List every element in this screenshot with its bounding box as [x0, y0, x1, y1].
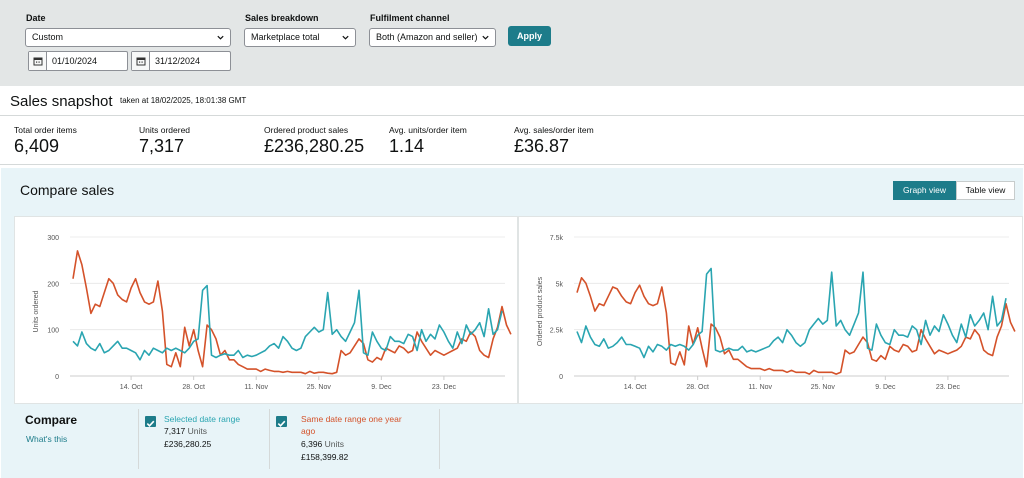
- x-tick-label: 28. Oct: [686, 384, 709, 391]
- y-tick-label: 0: [55, 374, 59, 381]
- fulfilment-channel-select[interactable]: Both (Amazon and seller): [369, 28, 496, 47]
- metric-value: 6,409: [14, 136, 60, 156]
- snapshot-header: [0, 86, 1024, 116]
- x-tick-label: 9. Dec: [875, 384, 896, 391]
- fulfilment-channel-value: Both (Amazon and seller): [376, 32, 478, 42]
- graph-view-button[interactable]: Graph view: [893, 181, 956, 200]
- fulfilment-channel-label: Fulfilment channel: [370, 13, 450, 23]
- previous-range-checkbox[interactable]: [276, 416, 287, 427]
- sales-breakdown-label: Sales breakdown: [245, 13, 319, 23]
- divider: [138, 409, 139, 469]
- filter-bar: Date Custom 01/10/2024 31/12/2024 Sales …: [0, 0, 1024, 86]
- table-view-button[interactable]: Table view: [956, 181, 1015, 200]
- x-tick-label: 23. Dec: [432, 384, 457, 391]
- y-tick-label: 7.5k: [550, 235, 564, 242]
- selected-range-units: 7,317 Units: [164, 426, 207, 436]
- selected-units-value: 7,317: [164, 426, 186, 436]
- end-date-value: 31/12/2024: [155, 56, 201, 66]
- metric-value: 7,317: [139, 136, 185, 156]
- metric-label: Avg. sales/order item: [514, 125, 594, 135]
- y-tick-label: 2.5k: [550, 328, 564, 335]
- x-tick-label: 11. Nov: [244, 384, 268, 391]
- metric-value: £236,280.25: [264, 136, 365, 156]
- x-tick-label: 9. Dec: [371, 384, 392, 391]
- compare-legend-title: Compare: [25, 413, 78, 427]
- chevron-down-icon: [342, 35, 349, 40]
- snapshot-title: Sales snapshot: [10, 93, 113, 110]
- y-tick-label: 0: [559, 374, 563, 381]
- selected-range-series-line: [576, 267, 1007, 359]
- selected-range-series-line: [72, 284, 503, 361]
- previous-units-value: 6,396: [301, 439, 323, 449]
- divider: [0, 164, 1024, 168]
- x-tick-label: 28. Oct: [182, 384, 205, 391]
- x-tick-label: 25. Nov: [811, 384, 836, 391]
- selected-range-label: Selected date range: [164, 414, 241, 424]
- date-select[interactable]: Custom: [25, 28, 231, 47]
- date-label: Date: [26, 13, 46, 23]
- x-tick-label: 11. Nov: [748, 384, 772, 391]
- whats-this-link[interactable]: What's this: [26, 434, 68, 444]
- previous-year-series-line: [576, 276, 1016, 375]
- selected-range-sales: £236,280.25: [164, 439, 212, 449]
- previous-units-label: Units: [324, 439, 345, 449]
- x-tick-label: 14. Oct: [624, 384, 647, 391]
- chevron-down-icon: [482, 35, 489, 40]
- y-tick-label: 300: [47, 235, 59, 242]
- y-tick-label: 200: [47, 281, 59, 288]
- selected-units-label: Units: [187, 426, 208, 436]
- calendar-icon[interactable]: [132, 52, 150, 70]
- checkmark-icon: [277, 420, 286, 427]
- metric-value: 1.14: [389, 136, 425, 156]
- calendar-icon[interactable]: [29, 52, 47, 70]
- start-date-field[interactable]: 01/10/2024: [28, 51, 128, 71]
- end-date-field[interactable]: 31/12/2024: [131, 51, 231, 71]
- previous-range-label-cont: ago: [301, 426, 316, 436]
- snapshot-timestamp: taken at 18/02/2025, 18:01:38 GMT: [120, 96, 247, 105]
- y-tick-label: 5k: [556, 281, 564, 288]
- metric-value: £36.87: [514, 136, 570, 156]
- previous-range-units: 6,396 Units: [301, 439, 344, 449]
- checkmark-icon: [146, 420, 155, 427]
- previous-range-label: Same date range one year: [301, 414, 402, 424]
- x-tick-label: 14. Oct: [120, 384, 143, 391]
- y-axis-label: Ordered product sales: [537, 276, 544, 346]
- sales-chart-panel: 0 2.5k 5k 7.5k Ordered product sales 14. Oct 2…: [518, 216, 1023, 404]
- previous-year-series-line: [72, 250, 512, 375]
- date-select-value: Custom: [32, 32, 64, 42]
- metric-label: Total order items: [14, 125, 77, 135]
- divider: [269, 409, 270, 469]
- compare-sales-title: Compare sales: [20, 182, 115, 198]
- apply-button[interactable]: Apply: [508, 26, 551, 46]
- sales-breakdown-select[interactable]: Marketplace total: [244, 28, 356, 47]
- y-axis-label: Units ordered: [33, 290, 40, 332]
- divider: [439, 409, 440, 469]
- units-ordered-chart: 0 100 200 300 Units ordered 14. Oct 28. Oct 11.…: [33, 235, 512, 391]
- sales-breakdown-value: Marketplace total: [251, 32, 320, 42]
- x-tick-label: 23. Dec: [936, 384, 961, 391]
- previous-range-sales: £158,399.82: [301, 452, 349, 462]
- start-date-value: 01/10/2024: [52, 56, 98, 66]
- chevron-down-icon: [217, 35, 224, 40]
- units-chart-panel: 0 100 200 300 Units ordered 14. Oct 28. Oct 11.…: [14, 216, 518, 404]
- selected-range-checkbox[interactable]: [145, 416, 156, 427]
- metric-label: Ordered product sales: [264, 125, 349, 135]
- metric-label: Units ordered: [139, 125, 191, 135]
- x-tick-label: 25. Nov: [307, 384, 332, 391]
- ordered-product-sales-chart: 0 2.5k 5k 7.5k Ordered product sales 14. Oct 2…: [537, 235, 1016, 391]
- metric-label: Avg. units/order item: [389, 125, 467, 135]
- y-tick-label: 100: [47, 328, 59, 335]
